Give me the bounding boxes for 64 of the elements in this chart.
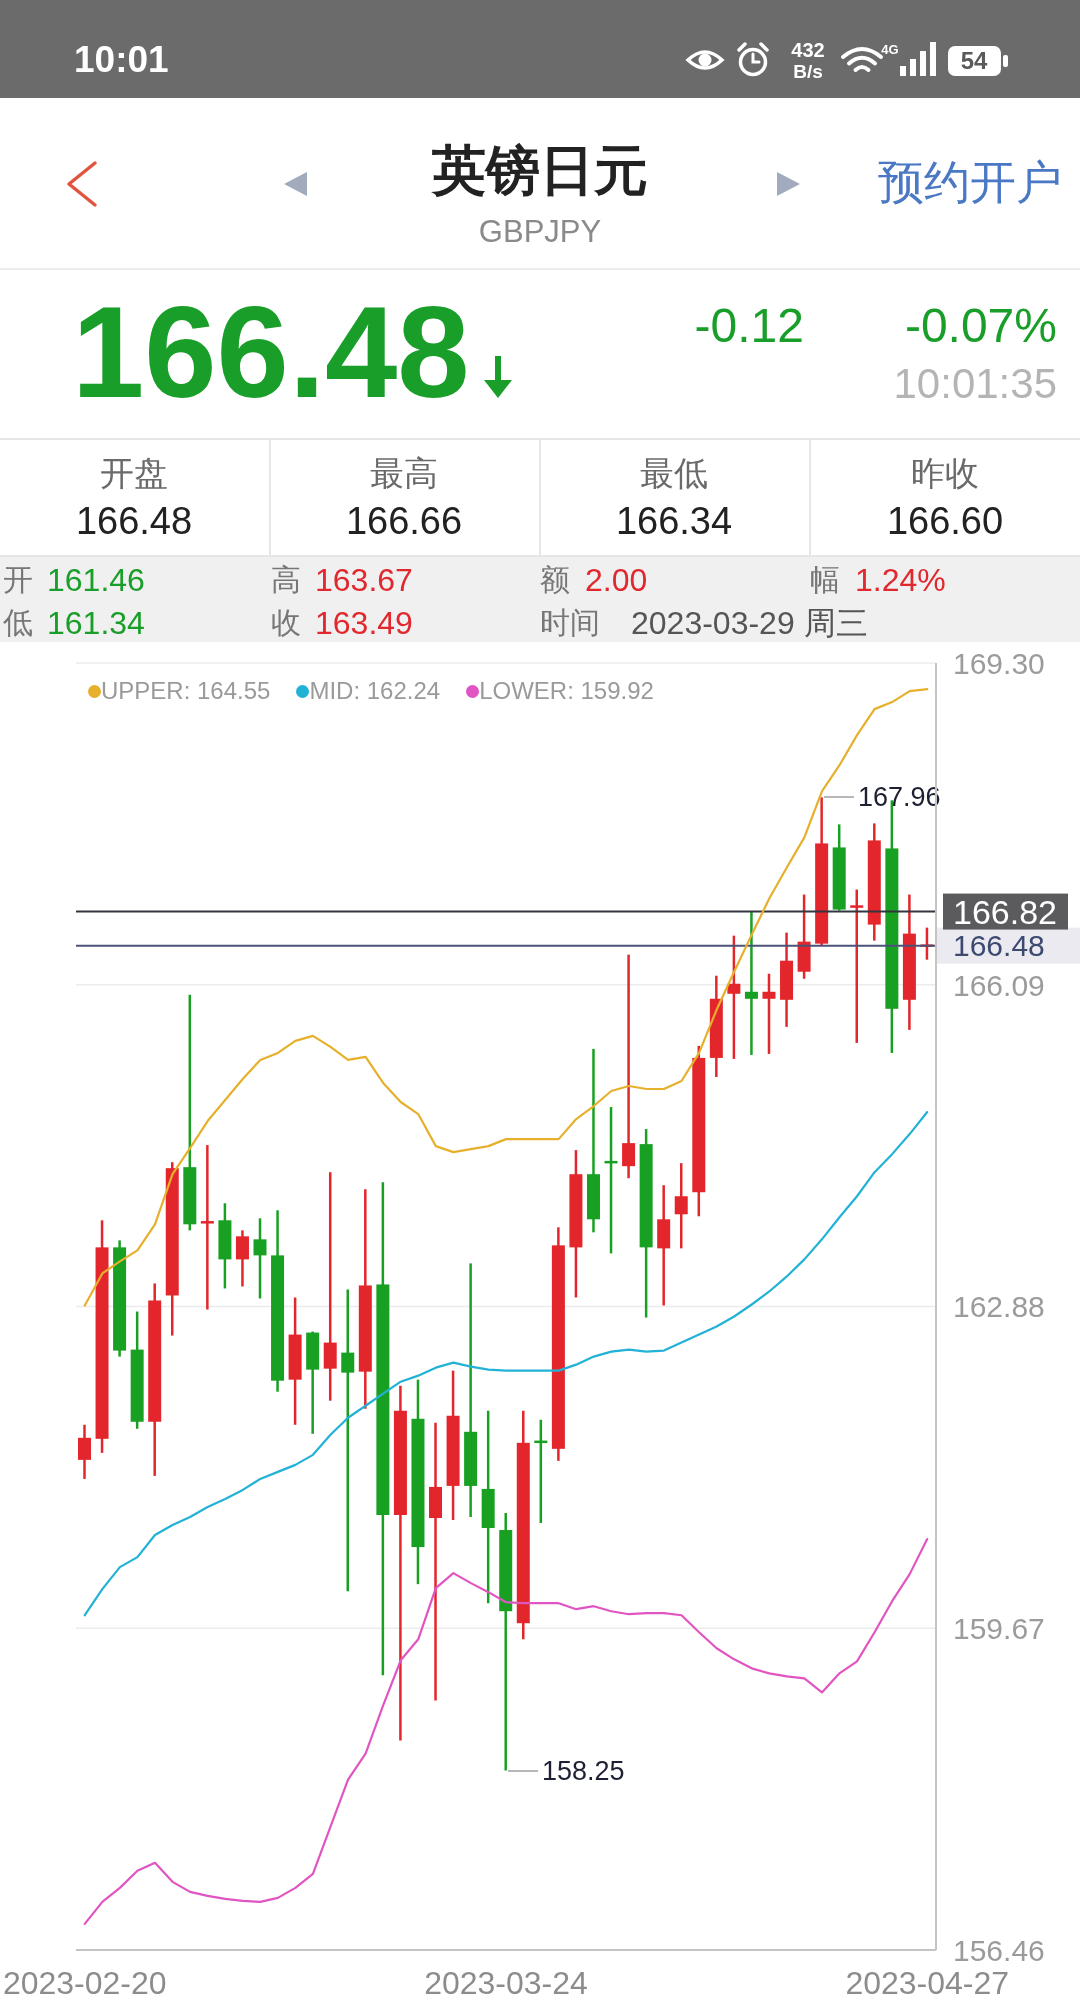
text: 163.67 — [315, 560, 413, 600]
candlestick — [622, 953, 636, 1180]
text: 最高 — [370, 452, 438, 494]
candlestick — [744, 910, 758, 1057]
text: 2023-03-29 周三 — [631, 603, 868, 643]
text: 432 — [791, 38, 825, 62]
text: 161.46 — [47, 560, 145, 600]
candlestick — [323, 1170, 337, 1402]
text: -0.12 — [694, 298, 804, 355]
chart-title: 英镑日元 — [432, 138, 648, 202]
candlestick — [200, 1143, 214, 1311]
ref-line-label: 166.48 — [953, 929, 1045, 963]
y-tick-label: 169.30 — [953, 646, 1045, 680]
candlestick — [341, 1288, 355, 1593]
annotation: 158.25 — [542, 1754, 625, 1788]
candlestick — [727, 934, 741, 1061]
legend-label: LOWER: 159.92 — [479, 677, 654, 705]
text: 4G — [881, 42, 899, 58]
candlestick — [762, 972, 776, 1056]
text: 预约开户 — [878, 155, 1062, 211]
text: 幅 — [810, 562, 840, 598]
candlestick — [850, 888, 864, 1045]
text: 166.66 — [345, 499, 463, 545]
text: 161.34 — [47, 603, 145, 643]
text: 开 — [3, 562, 33, 598]
candlestick — [674, 1161, 688, 1250]
text: 166.48 — [72, 278, 470, 427]
legend-label: MID: 162.24 — [309, 677, 441, 705]
annotation: 167.96 — [857, 781, 941, 815]
text: 166.34 — [615, 499, 733, 545]
text: 最低 — [640, 452, 708, 494]
x-tick-label: 2023-04-27 — [845, 1964, 1010, 2001]
text: 10:01 — [74, 37, 169, 82]
candlestick — [78, 1423, 91, 1481]
y-tick-label: 162.88 — [953, 1290, 1045, 1324]
y-tick-label: 166.09 — [953, 968, 1045, 1002]
text: -0.07% — [904, 298, 1057, 355]
legend-label: UPPER: 164.55 — [101, 677, 271, 705]
line-series — [83, 1110, 929, 1617]
text: 54 — [960, 46, 988, 76]
x-tick-label: 2023-02-20 — [2, 1964, 167, 2001]
y-tick-label: 156.46 — [953, 1933, 1045, 1967]
text: 开盘 — [100, 452, 168, 494]
candlestick — [429, 1421, 443, 1702]
text: 昨收 — [911, 452, 979, 494]
text: 10:01:35 — [893, 358, 1057, 409]
text: 1.24% — [855, 560, 946, 600]
text: 高 — [271, 562, 301, 598]
y-tick-label: 159.67 — [953, 1612, 1045, 1646]
candlestick — [235, 1229, 249, 1288]
ref-line-label: 166.82 — [953, 892, 1057, 931]
text: 166.48 — [75, 499, 193, 545]
x-tick-label: 2023-03-24 — [424, 1964, 588, 2001]
text: 163.49 — [315, 603, 413, 643]
text: 额 — [540, 562, 570, 598]
candlestick — [253, 1217, 267, 1300]
text: 收 — [271, 605, 301, 641]
line-series — [83, 1537, 929, 1926]
text: B/s — [793, 60, 823, 84]
text: 低 — [3, 605, 33, 641]
text: 时间 — [540, 605, 600, 641]
text: 166.60 — [886, 499, 1004, 545]
text: 2.00 — [585, 560, 648, 600]
chart-subtitle: GBPJPY — [478, 213, 602, 251]
